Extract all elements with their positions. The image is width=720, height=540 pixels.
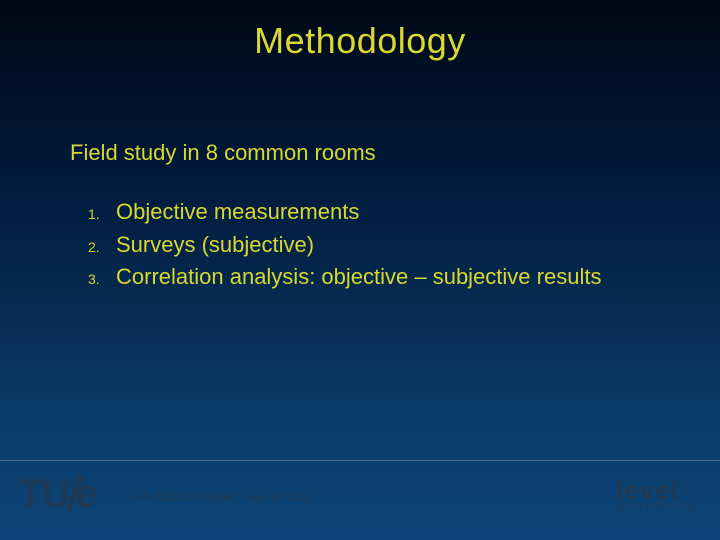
slide-subtitle: Field study in 8 common rooms [70,140,660,166]
logo-slash: / [67,466,79,520]
list-item-number: 2. [88,239,116,255]
list-item-number: 3. [88,271,116,287]
numbered-list: 1. Objective measurements 2. Surveys (su… [70,198,660,292]
list-item-number: 1. [88,206,116,222]
logo-brand: level [616,479,698,502]
slide-body: Field study in 8 common rooms 1. Objecti… [70,140,660,296]
level-acoustics-logo: level acoustics [616,479,698,512]
slide-title: Methodology [0,0,720,62]
logo-text: TU [18,472,69,517]
list-item-text: Objective measurements [116,198,359,227]
footer-divider [0,460,720,461]
list-item-text: Correlation analysis: objective – subjec… [116,263,601,292]
footer-date: May 30, 2012 [247,492,314,504]
footer-caption: IFA 2012 Prague – May 30, 2012 [130,488,313,504]
tue-logo: TU / e [18,464,96,518]
slide-footer: TU / e IFA 2012 Prague – May 30, 2012 le… [0,460,720,510]
footer-separator: – [234,492,246,504]
logo-tagline: acoustics [616,500,698,512]
conference-name: IFA 2012 Prague [130,488,234,504]
list-item: 3. Correlation analysis: objective – sub… [88,263,660,292]
list-item-text: Surveys (subjective) [116,231,314,260]
list-item: 1. Objective measurements [88,198,660,227]
list-item: 2. Surveys (subjective) [88,231,660,260]
